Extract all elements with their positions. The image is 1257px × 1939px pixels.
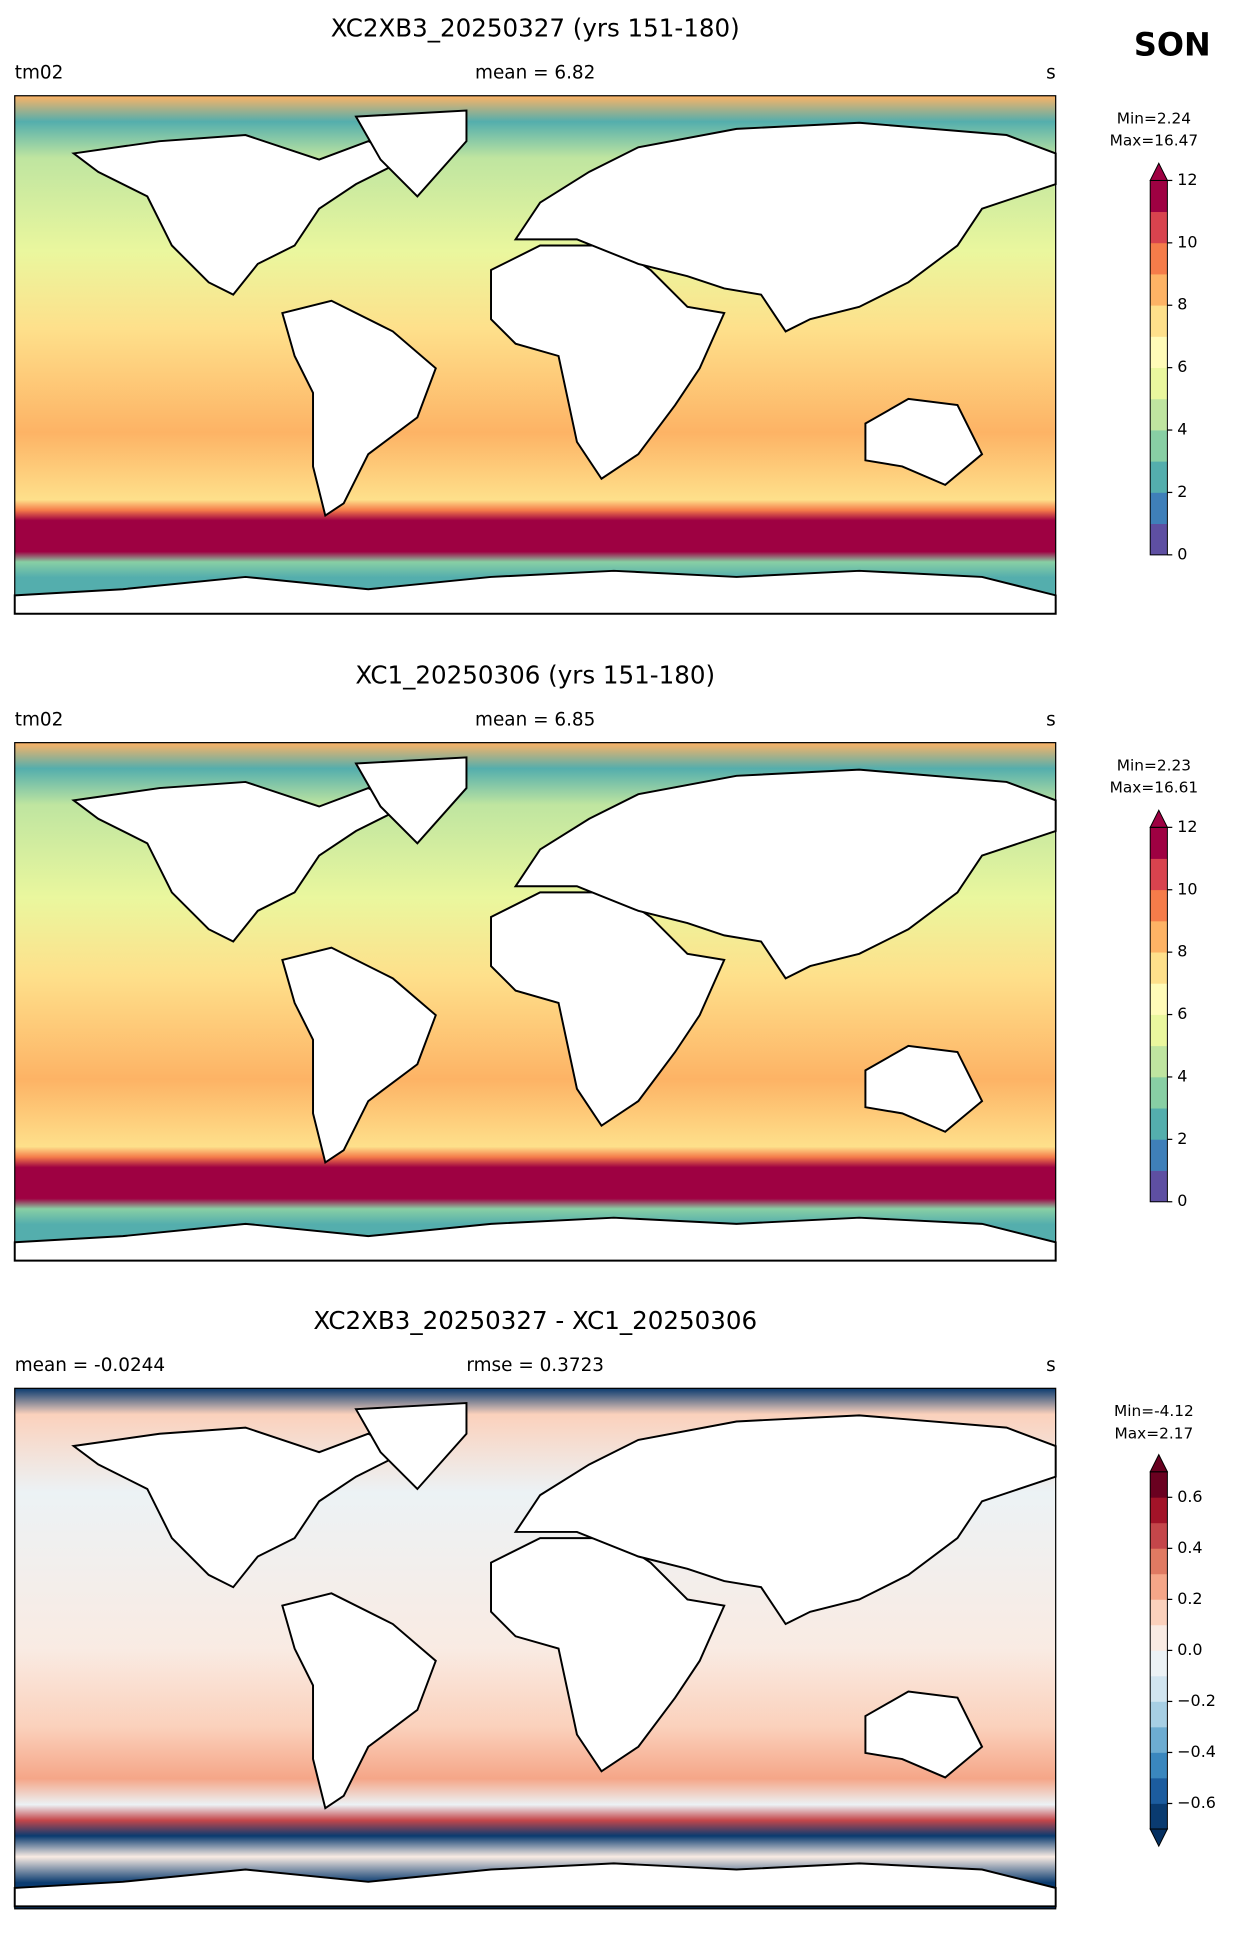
colorbar-level: [1150, 1675, 1168, 1702]
colorbar-level: [1150, 336, 1168, 369]
units-label: s: [1046, 710, 1056, 731]
colorbar-level: [1150, 1139, 1168, 1171]
colorbar-tick-label: 0.4: [1177, 1538, 1202, 1557]
map-1: [13, 95, 1057, 615]
max-label: Max=16.61: [1110, 779, 1198, 797]
colorbar-tick-label: 0.2: [1177, 1589, 1202, 1608]
colorbar-level: [1150, 180, 1168, 213]
colorbar-level: [1150, 523, 1168, 556]
max-label: Max=2.17: [1115, 1424, 1194, 1442]
colorbar-level: [1150, 398, 1168, 431]
colorbar-level: [1150, 367, 1168, 400]
panel-title: XC2XB3_20250327 - XC1_20250306: [313, 1306, 757, 1335]
units-label: s: [1046, 1355, 1056, 1376]
colorbar-level: [1150, 920, 1168, 953]
colorbar-level: [1150, 492, 1168, 525]
min-label: Min=2.24: [1117, 110, 1191, 128]
colorbar-level: [1150, 242, 1168, 275]
colorbar-tick-label: 4: [1177, 420, 1187, 439]
colorbar-extend: [1149, 1453, 1169, 1473]
colorbar-level: [1150, 1076, 1168, 1109]
colorbar-level: [1150, 1701, 1168, 1728]
colorbar-level: [1150, 858, 1168, 891]
colorbar-level: [1150, 1624, 1168, 1651]
colorbar-extend: [1149, 809, 1169, 828]
colorbar-level: [1150, 827, 1168, 859]
min-label: Min=2.23: [1117, 756, 1191, 774]
colorbar-level: [1150, 1014, 1168, 1047]
colorbar-level: [1150, 1108, 1168, 1140]
colorbar-tick-label: 0: [1177, 544, 1187, 563]
colorbar-tick-label: 6: [1177, 357, 1187, 376]
colorbar-tick-label: 8: [1177, 942, 1187, 961]
colorbar-tick-label: 6: [1177, 1004, 1187, 1023]
colorbar-tick-label: 4: [1177, 1066, 1187, 1085]
season: SON: [1134, 26, 1211, 64]
colorbar-level: [1150, 211, 1168, 244]
min-label: Min=-4.12: [1114, 1402, 1194, 1420]
panel-title: XC2XB3_20250327 (yrs 151-180): [331, 13, 740, 42]
colorbar-level: [1150, 1548, 1168, 1575]
colorbar-level: [1150, 1170, 1168, 1203]
left-label: tm02: [15, 63, 64, 84]
colorbar-level: [1150, 1726, 1168, 1753]
colorbar-level: [1150, 1573, 1168, 1600]
colorbar-level: [1150, 1777, 1168, 1804]
panel-title: XC1_20250306 (yrs 151-180): [355, 660, 715, 689]
colorbar-level: [1150, 1650, 1168, 1677]
colorbar-tick-label: −0.6: [1177, 1793, 1216, 1812]
colorbar-level: [1150, 1497, 1168, 1524]
colorbar-level: [1150, 430, 1168, 462]
colorbar-tick-label: 8: [1177, 295, 1187, 314]
center-label: rmse = 0.3723: [466, 1355, 604, 1376]
colorbar-level: [1150, 1045, 1168, 1078]
colorbar-level: [1150, 274, 1168, 306]
left-label: mean = -0.0244: [15, 1355, 165, 1376]
colorbar-tick-label: −0.4: [1177, 1742, 1216, 1761]
colorbar-extend: [1149, 162, 1169, 181]
colorbar-tick-label: 0: [1177, 1191, 1187, 1210]
colorbar-level: [1150, 889, 1168, 922]
colorbar-level: [1150, 1471, 1168, 1498]
colorbar-tick-label: 0.6: [1177, 1487, 1202, 1506]
colorbar-tick-label: 12: [1177, 170, 1197, 189]
colorbar-tick-label: 0.0: [1177, 1640, 1202, 1659]
max-label: Max=16.47: [1110, 132, 1198, 150]
colorbar-tick-label: 10: [1177, 879, 1197, 898]
colorbar-level: [1150, 1599, 1168, 1626]
colorbar-tick-label: −0.2: [1177, 1691, 1216, 1710]
colorbar-level: [1150, 461, 1168, 493]
colorbar-tick-label: 12: [1177, 817, 1197, 836]
left-label: tm02: [15, 710, 64, 731]
colorbar-tick-label: 2: [1177, 482, 1187, 501]
colorbar-level: [1150, 1522, 1168, 1549]
colorbar-level: [1150, 1803, 1168, 1830]
colorbar-tick-label: 10: [1177, 232, 1197, 251]
colorbar-level: [1150, 1752, 1168, 1779]
units-label: s: [1046, 63, 1056, 84]
center-label: mean = 6.85: [475, 710, 595, 731]
map-2: [13, 742, 1057, 1262]
colorbar-level: [1150, 952, 1168, 984]
center-label: mean = 6.82: [475, 63, 595, 84]
colorbar-tick-label: 2: [1177, 1129, 1187, 1148]
colorbar-extend: [1149, 1828, 1169, 1848]
map-3: [13, 1387, 1057, 1910]
colorbar-level: [1150, 983, 1168, 1015]
colorbar-level: [1150, 305, 1168, 337]
